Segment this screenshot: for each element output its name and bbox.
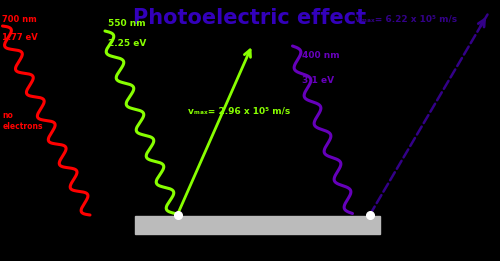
Text: 2.25 eV: 2.25 eV: [108, 39, 146, 48]
Bar: [135, 216, 380, 234]
Text: 3.1 eV: 3.1 eV: [302, 76, 334, 85]
Text: 1.77 eV: 1.77 eV: [2, 33, 38, 43]
Text: Photoelectric effect: Photoelectric effect: [134, 9, 366, 28]
Text: no
electrons: no electrons: [2, 111, 43, 131]
Text: vₘₐₓ= 2.96 x 10⁵ m/s: vₘₐₓ= 2.96 x 10⁵ m/s: [188, 106, 290, 116]
Text: 700 nm: 700 nm: [2, 15, 37, 23]
Text: vₘₐₓ= 6.22 x 10⁵ m/s: vₘₐₓ= 6.22 x 10⁵ m/s: [355, 14, 457, 23]
Text: 550 nm: 550 nm: [108, 20, 145, 28]
Text: 400 nm: 400 nm: [302, 51, 340, 60]
